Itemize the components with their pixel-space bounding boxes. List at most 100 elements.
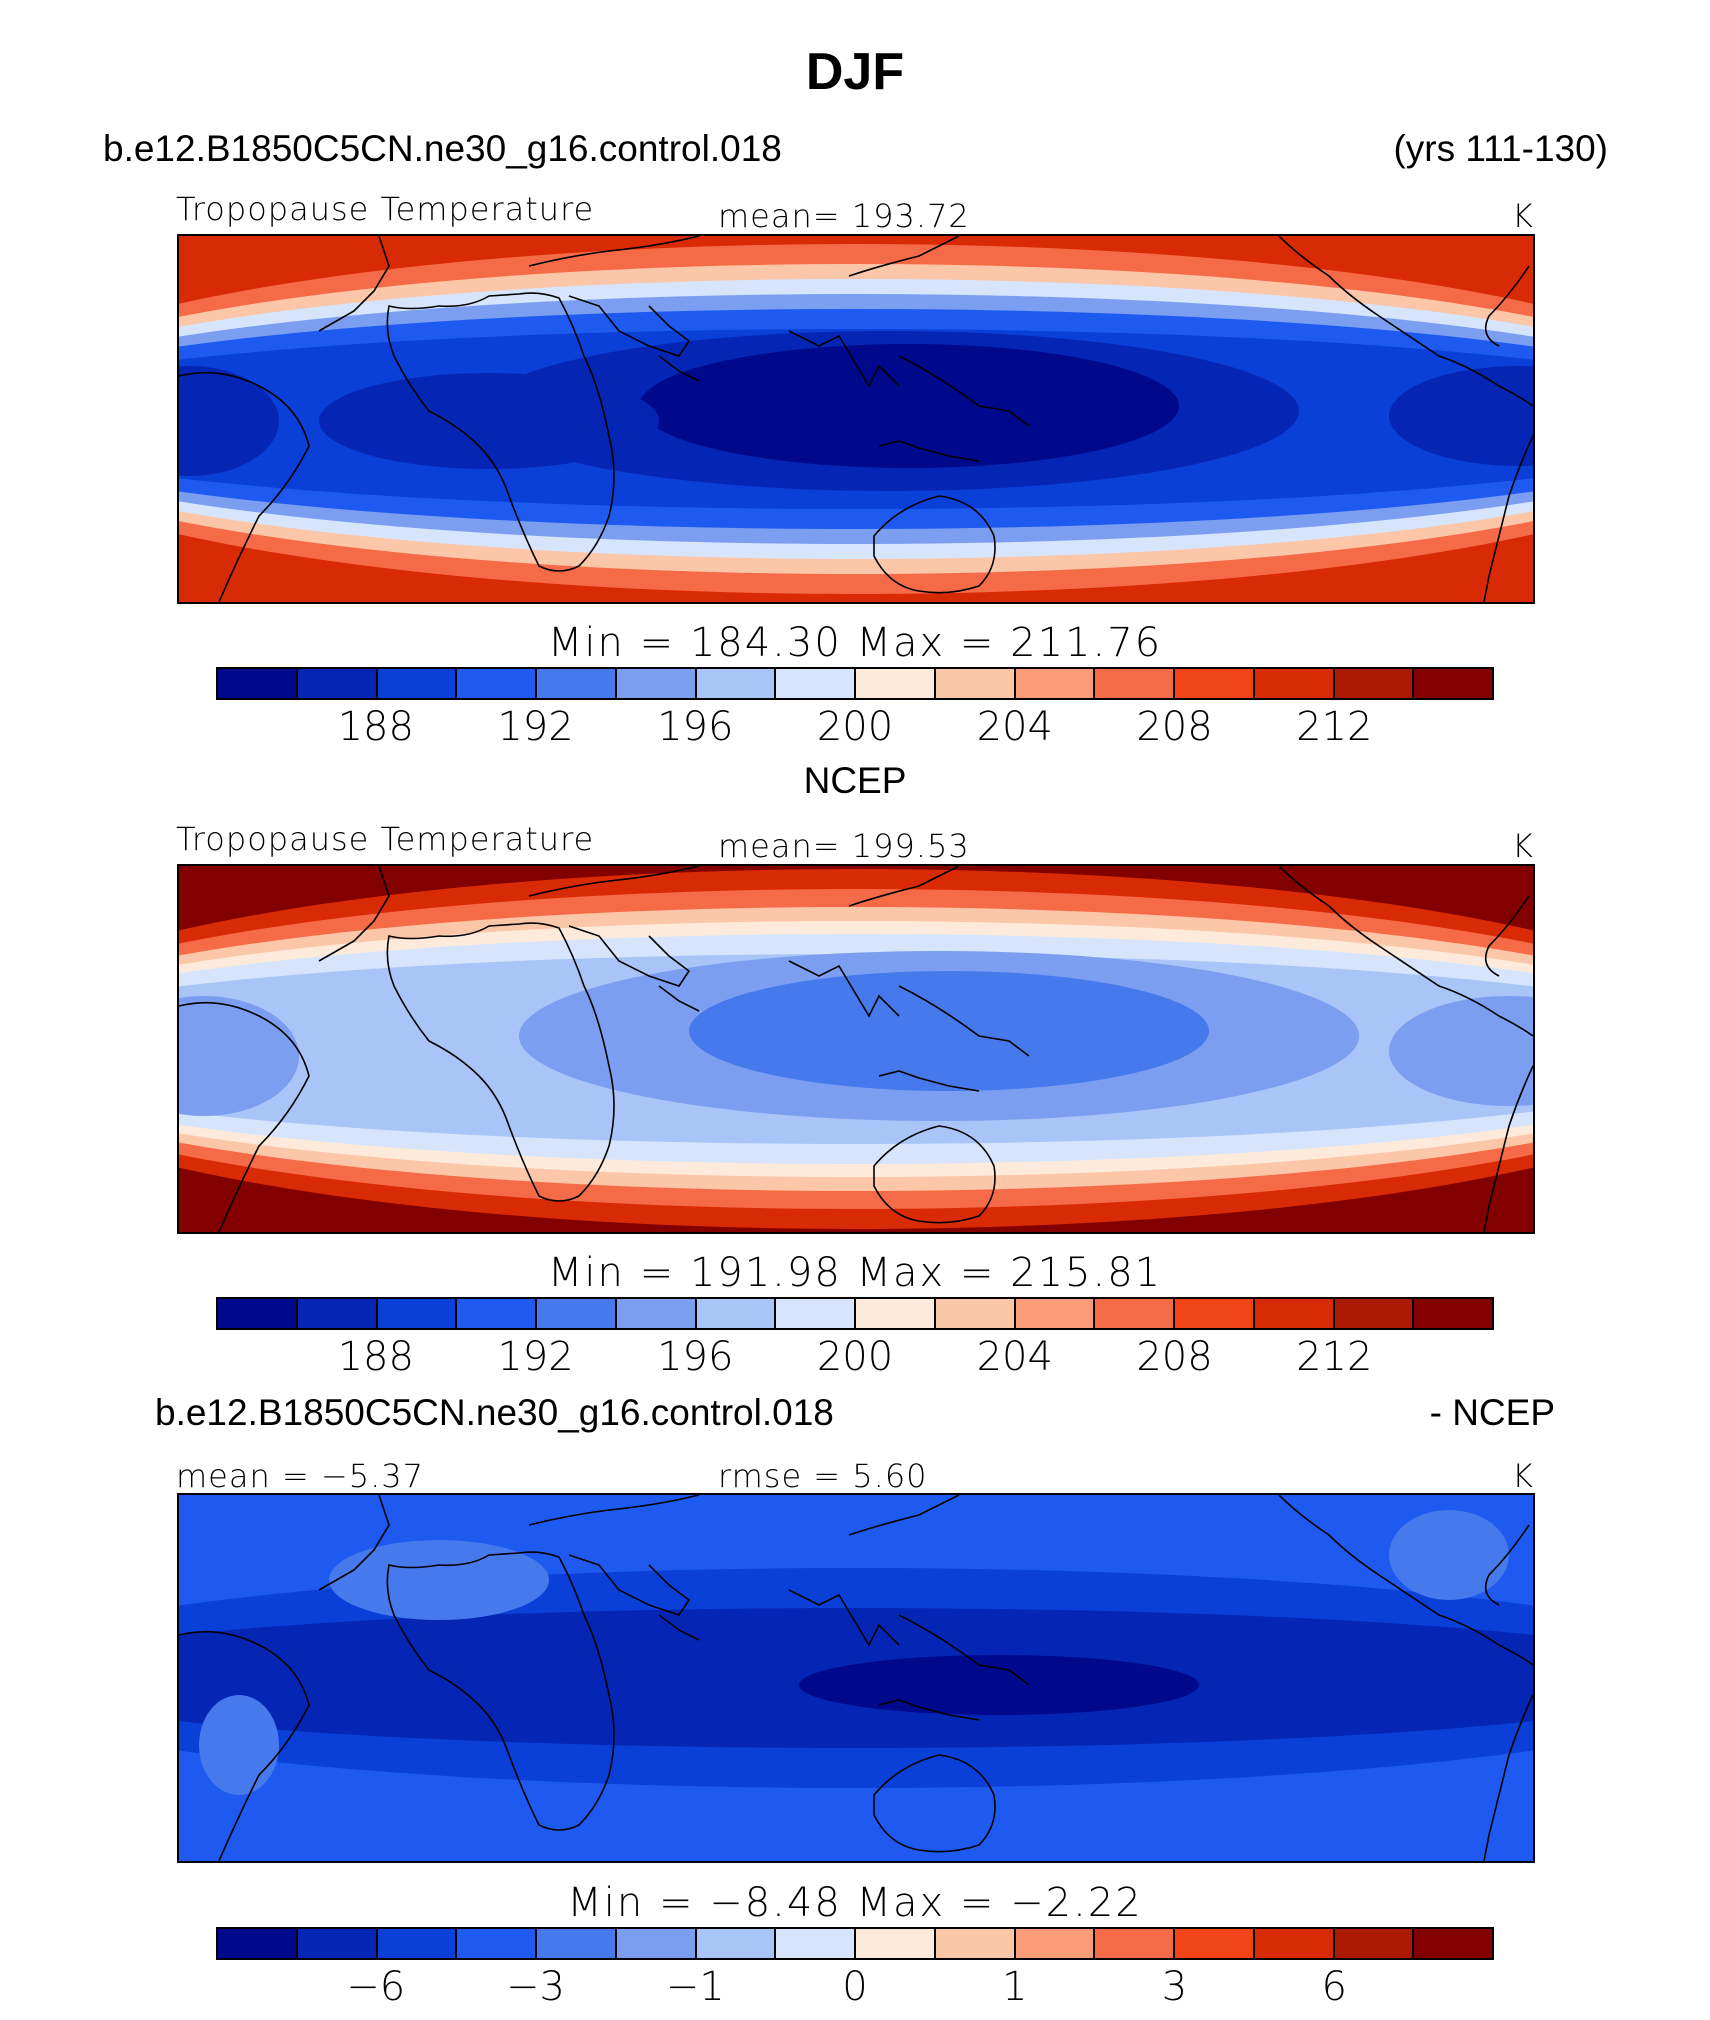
colorbar-swatch	[616, 669, 697, 698]
colorbar-swatch	[218, 669, 298, 698]
panel2-mean-label: mean= 199.53	[718, 827, 970, 865]
panel1-mean-label: mean= 193.72	[718, 197, 970, 235]
colorbar-tick-label: 192	[497, 704, 574, 750]
colorbar-swatch	[457, 1299, 537, 1328]
panel3-colorbar	[216, 1927, 1494, 1960]
colorbar-tick-label: −3	[506, 1964, 565, 2010]
panel3-rmse-label: rmse = 5.60	[718, 1457, 928, 1495]
coastline	[1484, 895, 1530, 977]
contour-blob	[319, 373, 659, 469]
coastline	[658, 1614, 700, 1641]
colorbar-tick-label: 204	[976, 1334, 1053, 1380]
colorbar-swatch	[696, 1929, 777, 1958]
coastline	[386, 292, 615, 572]
coastline	[1484, 1524, 1530, 1606]
panel1-colorbar-ticks: 188 192 196 200 204 208 212	[216, 704, 1494, 754]
coastline	[568, 295, 691, 357]
colorbar-swatch	[297, 1929, 378, 1958]
colorbar-swatch	[537, 1929, 617, 1958]
coastline	[873, 495, 996, 594]
colorbar-tick-label: 196	[657, 704, 734, 750]
panel2-colorbar	[216, 1297, 1494, 1330]
panel3-minmax: Min = −8.48 Max = −2.22	[567, 1880, 1143, 1926]
colorbar-tick-label: 200	[816, 1334, 894, 1380]
panel2-map	[177, 864, 1535, 1234]
coastline	[568, 1554, 691, 1616]
colorbar-swatch	[1414, 1929, 1492, 1958]
panel1-minmax: Min = 184.30 Max = 211.76	[547, 620, 1163, 666]
colorbar-tick-label: 0	[842, 1964, 868, 2010]
panel3-colorbar-ticks: −6 −3 −1 0 1 3 6	[216, 1964, 1494, 2014]
colorbar-swatch	[377, 1299, 458, 1328]
panel2-colorbar-ticks: 188 192 196 200 204 208 212	[216, 1334, 1494, 1384]
coastline	[658, 355, 700, 382]
coastline	[386, 922, 615, 1202]
case-name: b.e12.B1850C5CN.ne30_g16.control.018	[103, 128, 782, 169]
coastline	[528, 236, 700, 267]
contour-blob	[329, 1540, 549, 1620]
coastline	[1278, 236, 1533, 407]
coastline	[848, 866, 960, 907]
contour-blob	[689, 971, 1209, 1091]
colorbar-swatch	[1015, 1929, 1096, 1958]
colorbar-swatch	[1015, 669, 1096, 698]
contour-blob	[639, 344, 1179, 468]
coastline	[568, 925, 691, 987]
colorbar-swatch	[297, 669, 378, 698]
colorbar-swatch	[776, 1299, 856, 1328]
coastline	[318, 1495, 390, 1591]
panel3-units: K	[1512, 1457, 1534, 1495]
colorbar-tick-label: 188	[337, 1334, 414, 1380]
colorbar-swatch	[1334, 1299, 1415, 1328]
colorbar-tick-label: 208	[1136, 1334, 1213, 1380]
panel2-left-label: Tropopause Temperature	[176, 820, 595, 858]
panel3-map	[177, 1493, 1535, 1863]
coastline	[898, 1614, 1030, 1686]
colorbar-swatch	[935, 669, 1016, 698]
coastline	[788, 1589, 900, 1647]
coastline	[898, 355, 1030, 427]
colorbar-swatch	[935, 1299, 1016, 1328]
panel1-units: K	[1512, 197, 1534, 235]
colorbar-swatch	[457, 669, 537, 698]
colorbar-swatch	[1095, 1299, 1175, 1328]
colorbar-tick-label: 192	[497, 1334, 574, 1380]
colorbar-swatch	[696, 1299, 777, 1328]
colorbar-tick-label: 196	[657, 1334, 734, 1380]
coastline	[318, 866, 390, 962]
coastline	[848, 236, 960, 277]
diff-suffix: - NCEP	[1429, 1392, 1555, 1433]
colorbar-tick-label: 3	[1161, 1964, 1188, 2010]
colorbar-tick-label: 1	[1002, 1964, 1028, 2010]
coastline	[878, 1070, 980, 1092]
colorbar-swatch	[1095, 1929, 1175, 1958]
coastline	[873, 1125, 996, 1224]
colorbar-swatch	[377, 669, 458, 698]
colorbar-swatch	[856, 669, 936, 698]
colorbar-swatch	[696, 669, 777, 698]
coastline	[179, 1630, 310, 1861]
colorbar-tick-label: −1	[665, 1964, 725, 2010]
coastline	[386, 1551, 615, 1831]
panel2-units: K	[1512, 827, 1534, 865]
colorbar-tick-label: 188	[337, 704, 414, 750]
panel1-map	[177, 234, 1535, 604]
colorbar-swatch	[1254, 669, 1335, 698]
colorbar-tick-label: 208	[1136, 704, 1213, 750]
colorbar-tick-label: 6	[1321, 1964, 1347, 2010]
panel1-colorbar	[216, 667, 1494, 700]
colorbar-swatch	[776, 1929, 856, 1958]
colorbar-swatch	[856, 1299, 936, 1328]
colorbar-tick-label: 204	[976, 704, 1053, 750]
coastline	[528, 1495, 700, 1526]
colorbar-swatch	[457, 1929, 537, 1958]
colorbar-swatch	[297, 1299, 378, 1328]
colorbar-swatch	[935, 1929, 1016, 1958]
colorbar-swatch	[616, 1299, 697, 1328]
colorbar-tick-label: 200	[816, 704, 894, 750]
coastline	[878, 1699, 980, 1721]
obs-title: NCEP	[803, 760, 907, 801]
colorbar-swatch	[1414, 669, 1492, 698]
coastline	[1278, 1495, 1533, 1666]
figure-title: DJF	[805, 43, 905, 101]
